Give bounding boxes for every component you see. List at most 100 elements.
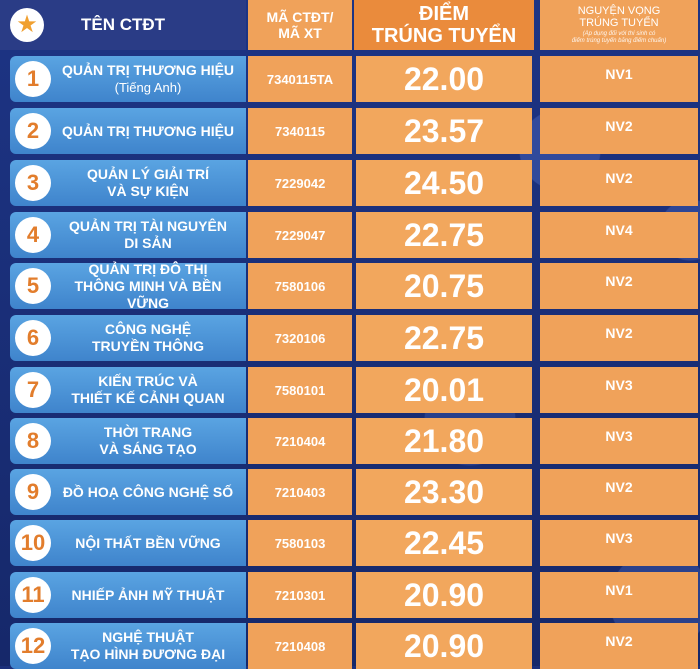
program-name-cell: 4 QUẢN TRỊ TÀI NGUYÊN DI SẢN <box>10 212 246 258</box>
program-name: NHIẾP ẢNH MỸ THUẬT <box>54 572 242 618</box>
table-row: 11 NHIẾP ẢNH MỸ THUẬT 7210301 20.90 NV1 <box>0 572 700 618</box>
admission-score: 20.01 <box>356 367 532 413</box>
header-score-line1: ĐIỂM <box>419 3 469 25</box>
program-code: 7210301 <box>248 572 352 618</box>
program-name-cell: 2 QUẢN TRỊ THƯƠNG HIỆU <box>10 108 246 154</box>
program-name-line1: ĐỒ HOẠ CÔNG NGHỆ SỐ <box>62 483 234 500</box>
program-name-line1: CÔNG NGHỆ <box>104 321 192 337</box>
program-name: CÔNG NGHỆ TRUYỀN THÔNG <box>54 315 242 361</box>
table-row: 10 NỘI THẤT BỀN VỮNG 7580103 22.45 NV3 <box>0 520 700 566</box>
table-row: 4 QUẢN TRỊ TÀI NGUYÊN DI SẢN 7229047 22.75 NV… <box>0 212 700 258</box>
program-name: QUẢN TRỊ ĐÔ THỊ THÔNG MINH VÀ BỀN VỮNG <box>54 261 242 311</box>
admission-preference: NV3 <box>540 520 698 566</box>
program-name-line1: QUẢN TRỊ THƯƠNG HIỆU <box>61 62 235 78</box>
program-name-cell: 6 CÔNG NGHỆ TRUYỀN THÔNG <box>10 315 246 361</box>
row-number-badge: 4 <box>15 217 51 253</box>
program-name-cell: 8 THỜI TRANG VÀ SÁNG TẠO <box>10 418 246 464</box>
admission-preference: NV2 <box>540 160 698 206</box>
table-row: 7 KIẾN TRÚC VÀ THIẾT KẾ CẢNH QUAN 7580101 20… <box>0 367 700 413</box>
row-number-badge: 12 <box>15 628 51 664</box>
program-code: 7229042 <box>248 160 352 206</box>
program-code: 7340115 <box>248 108 352 154</box>
header-nv-note1: (Áp dụng đối với thí sinh có <box>582 31 656 37</box>
program-name-line2: (Tiếng Anh) <box>114 80 182 95</box>
admission-score: 21.80 <box>356 418 532 464</box>
program-code: 7580106 <box>248 263 352 309</box>
program-name-cell: 5 QUẢN TRỊ ĐÔ THỊ THÔNG MINH VÀ BỀN VỮNG <box>10 261 246 311</box>
header-code-line1: MÃ CTĐT/ <box>266 9 334 25</box>
program-code: 7210404 <box>248 418 352 464</box>
admission-score: 22.00 <box>356 56 532 102</box>
row-number-badge: 3 <box>15 165 51 201</box>
row-number-badge: 6 <box>15 320 51 356</box>
program-name-cell: 10 NỘI THẤT BỀN VỮNG <box>10 520 246 566</box>
program-name: QUẢN TRỊ THƯƠNG HIỆU (Tiếng Anh) <box>54 56 242 102</box>
program-name-cell: 1 QUẢN TRỊ THƯƠNG HIỆU (Tiếng Anh) <box>10 56 246 102</box>
program-name-cell: 3 QUẢN LÝ GIẢI TRÍ VÀ SỰ KIỆN <box>10 160 246 206</box>
row-number-badge: 2 <box>15 113 51 149</box>
program-name-line2: DI SẢN <box>124 235 172 251</box>
program-name-line1: QUẢN TRỊ THƯƠNG HIỆU <box>61 122 235 139</box>
program-name: ĐỒ HOẠ CÔNG NGHỆ SỐ <box>54 469 242 515</box>
program-name-line1: NHIẾP ẢNH MỸ THUẬT <box>71 586 225 603</box>
table-row: 12 NGHỆ THUẬT TẠO HÌNH ĐƯƠNG ĐẠI 7210408 20.… <box>0 623 700 669</box>
admission-preference: NV2 <box>540 263 698 309</box>
program-name-cell: 11 NHIẾP ẢNH MỸ THUẬT <box>10 572 246 618</box>
table-row: 1 QUẢN TRỊ THƯƠNG HIỆU (Tiếng Anh) 7340115T… <box>0 56 700 102</box>
program-name-line2: TRUYỀN THÔNG <box>92 338 204 354</box>
header-score-cell: ĐIỂM TRÚNG TUYỂN <box>354 0 534 50</box>
star-glyph: ★ <box>16 11 38 38</box>
program-name-cell: 9 ĐỒ HOẠ CÔNG NGHỆ SỐ <box>10 469 246 515</box>
program-name-line1: NỘI THẤT BỀN VỮNG <box>75 534 221 551</box>
program-name-line2: TẠO HÌNH ĐƯƠNG ĐẠI <box>70 646 226 662</box>
program-name: QUẢN TRỊ TÀI NGUYÊN DI SẢN <box>54 212 242 258</box>
program-code: 7210408 <box>248 623 352 669</box>
header-code-cell: MÃ CTĐT/ MÃ XT <box>248 0 352 50</box>
table-row: 3 QUẢN LÝ GIẢI TRÍ VÀ SỰ KIỆN 7229042 24.50 N… <box>0 160 700 206</box>
admission-preference: NV1 <box>540 56 698 102</box>
admission-preference: NV2 <box>540 623 698 669</box>
program-name-line1: KIẾN TRÚC VÀ <box>98 373 198 389</box>
header-nv-note2: điểm trúng tuyển bằng điểm chuẩn) <box>571 38 667 44</box>
program-name: THỜI TRANG VÀ SÁNG TẠO <box>54 418 242 464</box>
admission-preference: NV4 <box>540 212 698 258</box>
row-number-badge: 9 <box>15 474 51 510</box>
admission-score: 22.75 <box>356 212 532 258</box>
admission-preference: NV2 <box>540 315 698 361</box>
row-number-badge: 11 <box>15 577 51 613</box>
row-number-badge: 8 <box>15 423 51 459</box>
program-name-line2: VÀ SÁNG TẠO <box>99 441 197 457</box>
admission-score: 22.75 <box>356 315 532 361</box>
table-row: 2 QUẢN TRỊ THƯƠNG HIỆU 7340115 23.57 NV2 <box>0 108 700 154</box>
program-name: NỘI THẤT BỀN VỮNG <box>54 520 242 566</box>
program-name-line2: THIẾT KẾ CẢNH QUAN <box>71 390 225 406</box>
admission-score: 23.30 <box>356 469 532 515</box>
admission-preference: NV1 <box>540 572 698 618</box>
admission-preference: NV2 <box>540 108 698 154</box>
admission-score: 23.57 <box>356 108 532 154</box>
program-name: QUẢN TRỊ THƯƠNG HIỆU <box>54 108 242 154</box>
table-header: TÊN CTĐT ★ MÃ CTĐT/ MÃ XT ĐIỂM TRÚNG TUY… <box>0 0 700 52</box>
row-number-badge: 5 <box>15 268 51 304</box>
program-name-cell: 7 KIẾN TRÚC VÀ THIẾT KẾ CẢNH QUAN <box>10 367 246 413</box>
star-icon: ★ <box>10 8 44 42</box>
admission-preference: NV2 <box>540 469 698 515</box>
admission-score: 24.50 <box>356 160 532 206</box>
program-code: 7229047 <box>248 212 352 258</box>
header-nv-line1: NGUYỆN VỌNG <box>577 5 661 17</box>
table-row: 6 CÔNG NGHỆ TRUYỀN THÔNG 7320106 22.75 NV2 <box>0 315 700 361</box>
program-name-line2: VÀ SỰ KIỆN <box>107 183 189 199</box>
table-row: 5 QUẢN TRỊ ĐÔ THỊ THÔNG MINH VÀ BỀN VỮNG 75… <box>0 261 700 311</box>
program-name-line1: QUẢN TRỊ TÀI NGUYÊN <box>69 218 227 234</box>
program-code: 7210403 <box>248 469 352 515</box>
header-name-label: TÊN CTĐT <box>80 15 166 34</box>
program-name: QUẢN LÝ GIẢI TRÍ VÀ SỰ KIỆN <box>54 160 242 206</box>
row-number-badge: 7 <box>15 372 51 408</box>
program-name: KIẾN TRÚC VÀ THIẾT KẾ CẢNH QUAN <box>54 367 242 413</box>
admission-score: 20.90 <box>356 623 532 669</box>
admission-score: 20.90 <box>356 572 532 618</box>
program-name-line1: QUẢN LÝ GIẢI TRÍ <box>86 166 210 182</box>
admission-preference: NV3 <box>540 418 698 464</box>
program-name-line1: NGHỆ THUẬT <box>102 629 194 645</box>
table-row: 8 THỜI TRANG VÀ SÁNG TẠO 7210404 21.80 NV3 <box>0 418 700 464</box>
